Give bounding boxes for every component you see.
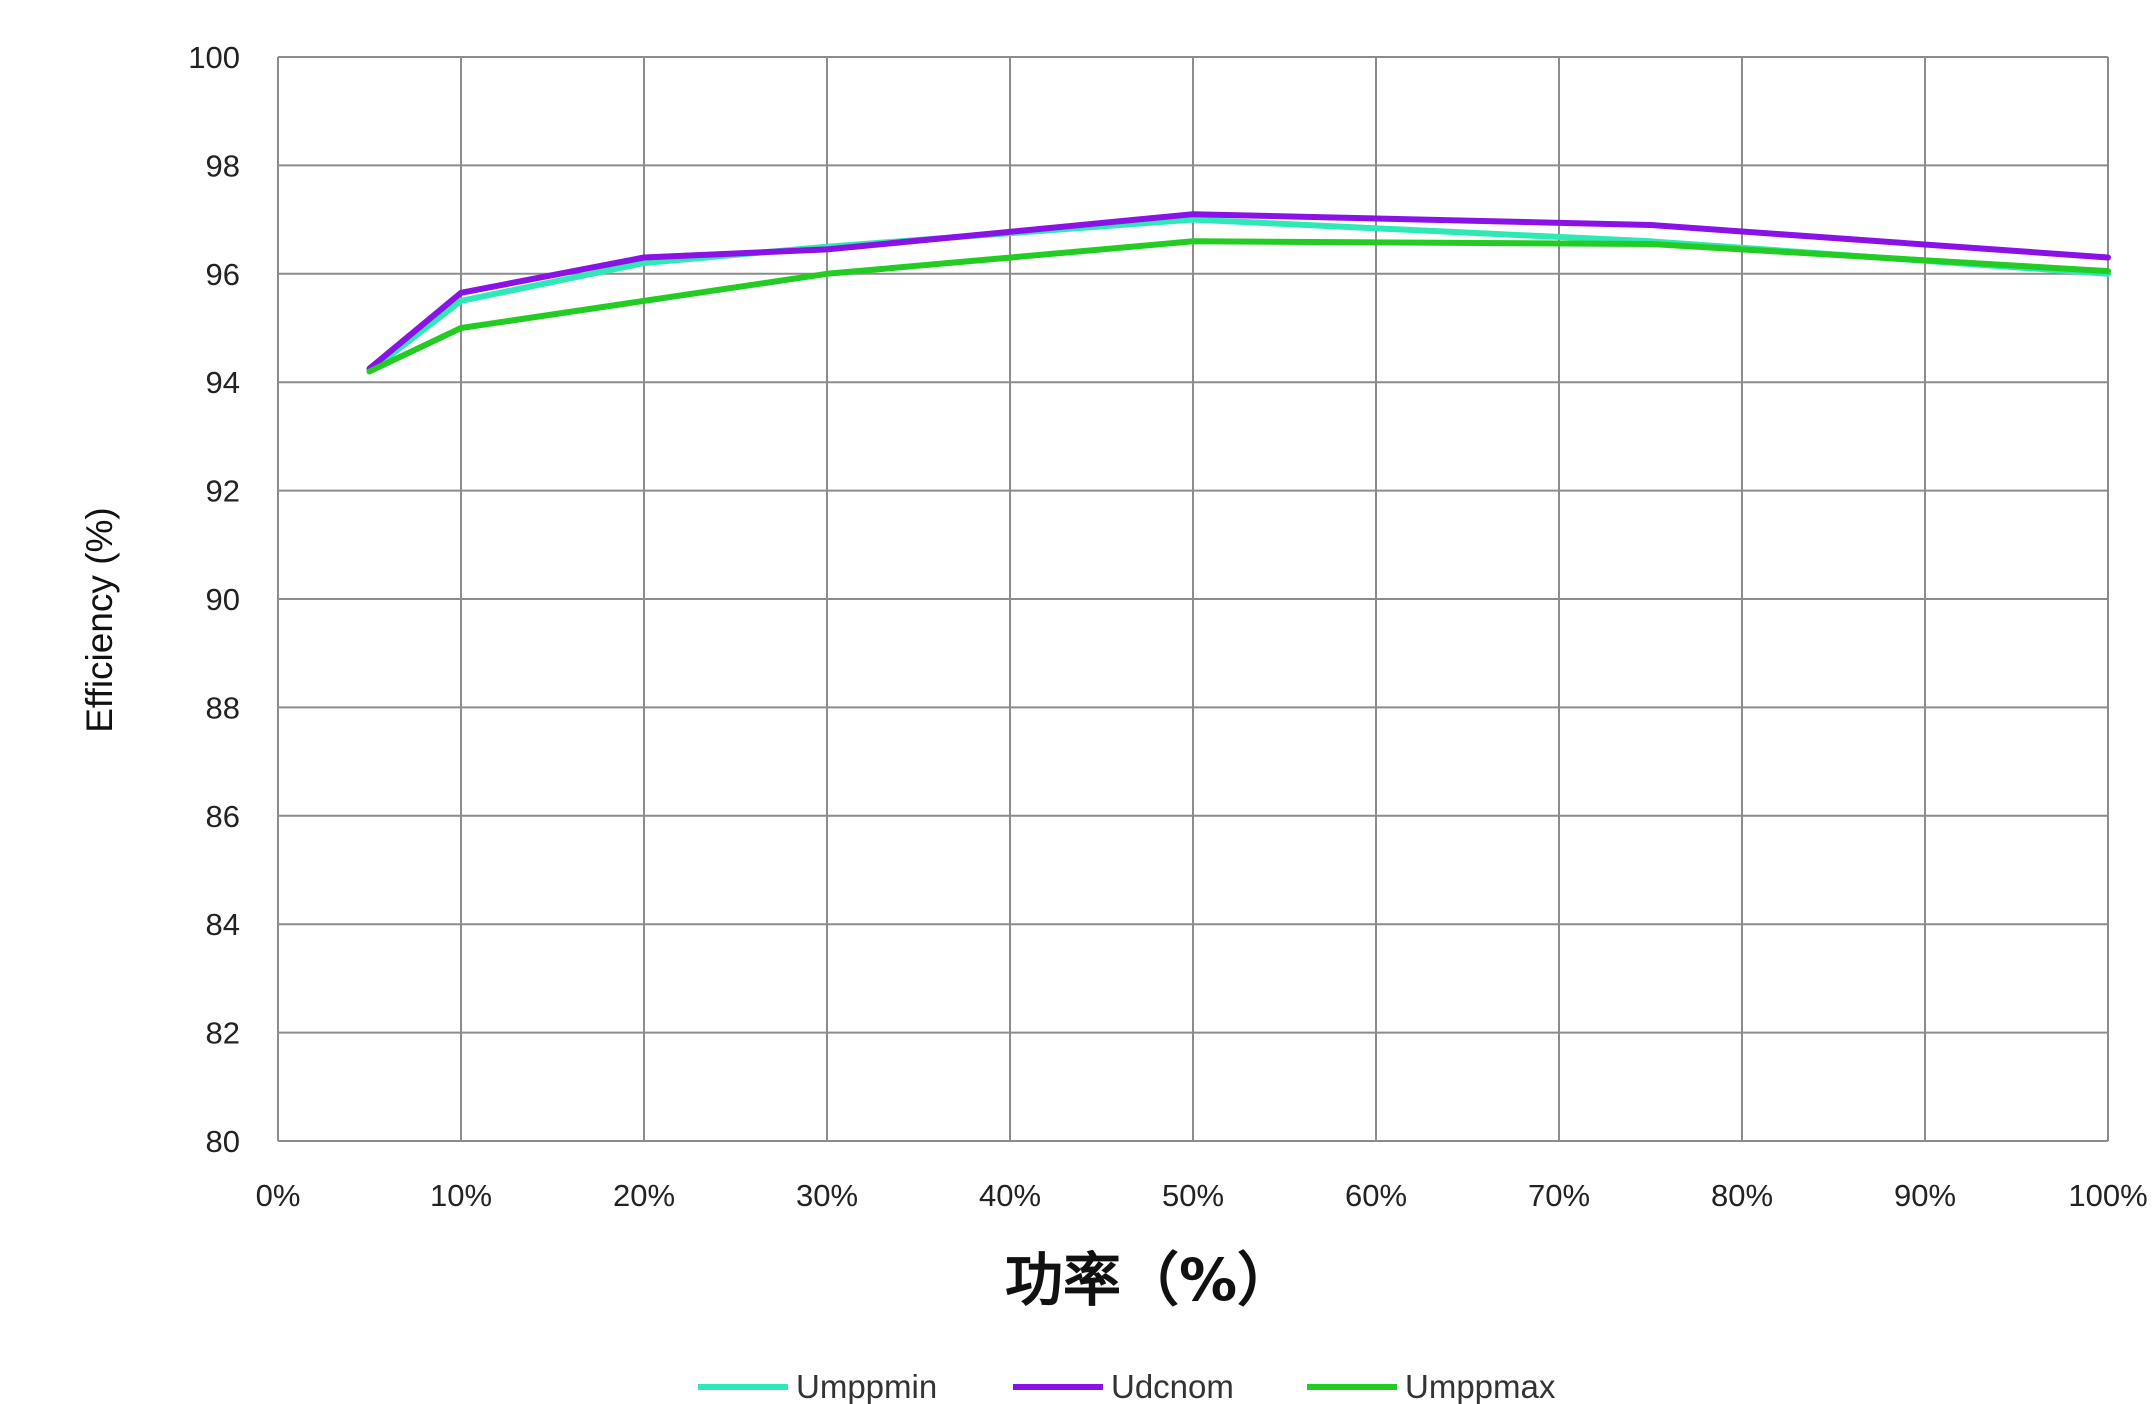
y-axis-label: Efficiency (%) <box>79 507 120 733</box>
series-line-udcnom <box>366 211 2111 372</box>
x-tick-label: 40% <box>979 1178 1041 1213</box>
y-axis-ticks: 80 82 84 86 88 90 92 94 96 98 100 <box>188 40 240 1159</box>
legend: Umppmin Udcnom Umppmax <box>698 1368 1556 1404</box>
y-tick-label: 100 <box>188 40 240 75</box>
y-tick-label: 84 <box>206 907 240 942</box>
y-tick-label: 96 <box>206 257 240 292</box>
x-tick-label: 0% <box>256 1178 301 1213</box>
y-tick-label: 98 <box>206 148 240 183</box>
x-tick-label: 100% <box>2068 1178 2147 1213</box>
y-tick-label: 92 <box>206 474 240 509</box>
x-tick-label: 30% <box>796 1178 858 1213</box>
x-tick-label: 70% <box>1528 1178 1590 1213</box>
x-tick-label: 60% <box>1345 1178 1407 1213</box>
x-tick-label: 20% <box>613 1178 675 1213</box>
x-tick-label: 90% <box>1894 1178 1956 1213</box>
y-tick-label: 88 <box>206 690 240 725</box>
series-lines <box>366 211 2111 375</box>
y-tick-label: 82 <box>206 1016 240 1051</box>
y-tick-label: 90 <box>206 582 240 617</box>
x-axis-ticks: 0% 10% 20% 30% 40% 50% 60% 70% 80% 90% 100% <box>256 1178 2148 1213</box>
x-tick-label: 10% <box>430 1178 492 1213</box>
x-axis-label: 功率（%） <box>1005 1246 1295 1314</box>
legend-label: Udcnom <box>1111 1368 1234 1404</box>
x-tick-label: 50% <box>1162 1178 1224 1213</box>
legend-label: Umppmin <box>796 1368 937 1404</box>
y-tick-label: 94 <box>206 365 240 400</box>
y-tick-label: 86 <box>206 799 240 834</box>
grid <box>277 56 2109 1142</box>
y-tick-label: 80 <box>206 1124 240 1159</box>
series-line-umppmax <box>366 238 2111 375</box>
legend-label: Umppmax <box>1405 1368 1556 1404</box>
x-tick-label: 80% <box>1711 1178 1773 1213</box>
